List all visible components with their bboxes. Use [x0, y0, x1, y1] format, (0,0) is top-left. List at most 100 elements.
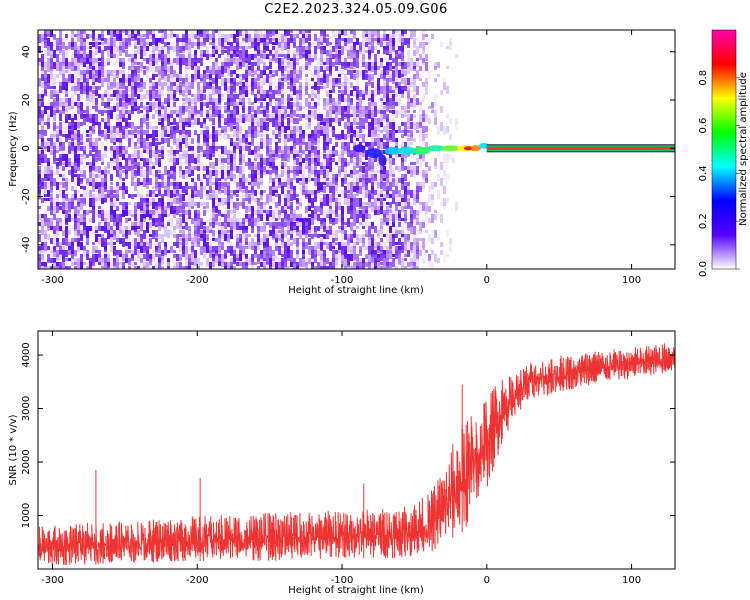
spectrogram-cell	[194, 218, 197, 227]
spectrogram-cell	[167, 266, 170, 269]
spectrogram-cell	[401, 158, 404, 166]
spectrogram-cell	[386, 130, 389, 134]
spectrogram-cell	[80, 86, 83, 94]
spectrogram-cell	[128, 122, 131, 128]
spectrogram-cell	[416, 186, 419, 192]
spectrogram-cell	[392, 222, 395, 227]
spectrogram-cell	[401, 66, 404, 75]
spectrogram-cell	[83, 198, 86, 204]
spectrogram-cell	[305, 30, 308, 33]
spectrogram-cell	[401, 218, 404, 221]
spectrogram-cell	[119, 222, 122, 226]
spectrogram-cell	[206, 102, 209, 108]
spectrogram-cell	[104, 42, 107, 49]
spectrogram-cell	[80, 174, 83, 177]
spectrogram-cell	[224, 58, 227, 64]
spectrogram-cell	[200, 42, 203, 46]
spectrogram-cell	[290, 86, 293, 92]
spectrogram-cell	[356, 42, 359, 45]
spectrogram-cell	[191, 54, 194, 60]
spectrogram-cell	[386, 106, 389, 112]
spectrogram-cell	[167, 186, 170, 191]
spectrogram-cell	[113, 150, 116, 159]
spectrogram-cell	[296, 90, 299, 94]
spectrogram-cell	[419, 230, 422, 234]
spectrogram-cell	[176, 150, 179, 154]
spectrogram-cell	[128, 258, 131, 265]
spectrogram-cell	[245, 262, 248, 266]
spectrogram-cell	[182, 50, 185, 53]
spectrogram-cell	[401, 110, 404, 113]
spectrogram-cell	[164, 30, 167, 39]
spectrogram-cell	[110, 94, 113, 97]
spectrogram-cell	[284, 126, 287, 133]
spectrogram-cell	[212, 62, 215, 70]
spectrogram-cell	[338, 46, 341, 49]
spectrogram-cell	[161, 90, 164, 96]
spectrogram-cell	[332, 102, 335, 109]
spectrogram-cell	[98, 106, 101, 112]
spectrogram-cell	[239, 42, 242, 45]
spectrogram-cell	[185, 254, 188, 260]
spectrogram-cell	[47, 258, 50, 263]
spectrogram-cell	[206, 170, 209, 175]
spectrogram-cell	[278, 222, 281, 229]
spectrogram-cell	[104, 122, 107, 128]
spectrogram-cell	[362, 222, 365, 228]
spectrogram-cell	[281, 226, 284, 234]
spectrogram-cell	[248, 258, 251, 262]
spectrogram-cell	[356, 114, 359, 117]
spectrogram-cell	[68, 78, 71, 83]
spectrogram-cell	[329, 102, 332, 105]
spectrogram-cell	[353, 74, 356, 80]
spectrogram-cell	[314, 34, 317, 41]
spectrogram-cell	[356, 210, 359, 215]
spectrogram-cell	[134, 142, 137, 146]
spectrogram-cell	[83, 190, 86, 198]
spectrogram-cell	[407, 50, 410, 55]
spectrogram-cell	[320, 218, 323, 224]
spectrogram-cell	[71, 78, 74, 82]
spectrogram-cell	[365, 162, 368, 167]
spectrogram-cell	[317, 190, 320, 193]
spectrogram-cell	[119, 70, 122, 74]
spectrogram-cell	[233, 122, 236, 125]
spectrogram-cell	[398, 250, 401, 255]
spectrogram-cell	[326, 98, 329, 105]
spectrogram-cell	[86, 182, 89, 185]
spectrogram-cell	[95, 74, 98, 80]
spectrogram-cell	[368, 202, 371, 208]
spectrogram-cell	[71, 106, 74, 109]
spectrogram-cell	[233, 106, 236, 114]
spectrogram-cell	[257, 54, 260, 58]
spectrogram-cell	[305, 86, 308, 95]
spectrogram-cell	[92, 254, 95, 263]
spectrogram-cell	[317, 174, 320, 178]
spectrogram-cell	[173, 166, 176, 172]
spectrogram-cell	[224, 122, 227, 125]
spectrogram-cell	[281, 250, 284, 254]
spectrogram-cell	[92, 226, 95, 233]
spectrogram-cell	[41, 250, 44, 253]
spectrogram-cell	[224, 210, 227, 213]
spectrogram-cell	[353, 178, 356, 185]
spectrogram-cell	[380, 178, 383, 181]
spectrogram-cell	[95, 38, 98, 44]
spectrogram-cell	[365, 142, 368, 147]
spectrogram-cell	[323, 250, 326, 256]
spectrogram-cell	[83, 86, 86, 94]
spectrogram-cell	[260, 38, 263, 43]
spectrogram-cell	[221, 198, 224, 206]
spectrogram-cell	[149, 122, 152, 126]
spectrogram-cell	[311, 218, 314, 225]
spectrogram-cell	[413, 198, 416, 205]
spectrogram-cell	[410, 166, 413, 173]
spectrogram-cell	[419, 134, 422, 142]
spectrogram-cell	[245, 214, 248, 219]
spectrogram-cell	[227, 78, 230, 83]
spectrogram-cell	[398, 154, 401, 157]
spectrogram-cell	[83, 202, 86, 206]
spectrogram-cell	[158, 78, 161, 86]
spectrogram-cell	[119, 118, 122, 125]
spectrogram-cell	[275, 166, 278, 175]
